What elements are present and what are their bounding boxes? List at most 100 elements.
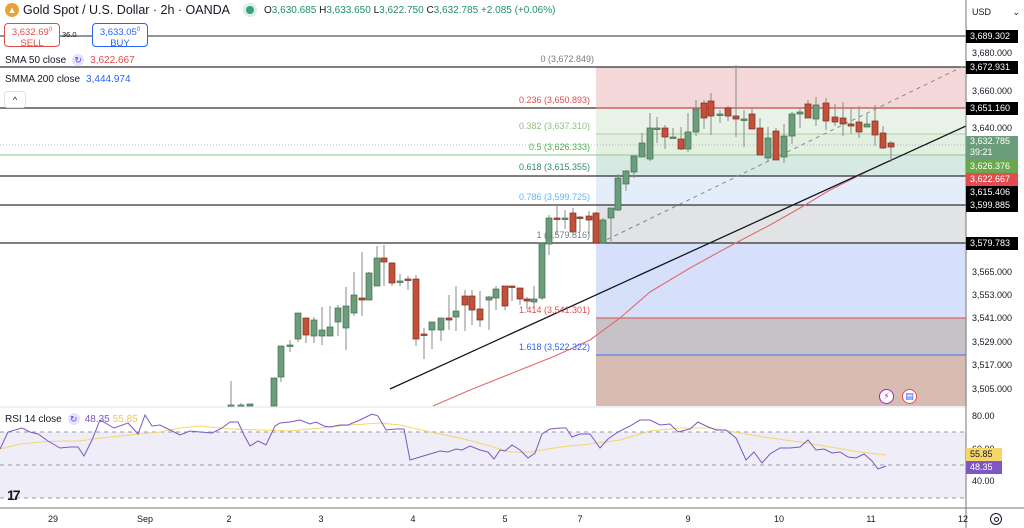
fib-zone [596,318,966,355]
candle-body [516,287,524,300]
rsi-value-tag: 55.85 [966,448,1002,461]
candle-body [839,117,847,125]
price-tick: 3,640.000 [972,123,1013,133]
candle-body [724,107,732,117]
candle-body [452,310,460,318]
time-tick: 3 [318,514,324,524]
candle-body [445,317,453,321]
candle-body [692,108,700,133]
candle-body [310,319,318,337]
fib-label-1-618: 1.618 (3,522.322) [518,342,590,352]
candle-body [879,132,887,149]
settings-gear-icon[interactable] [990,513,1002,525]
price-tick: 3,660.000 [972,86,1013,96]
candle-body [863,123,871,128]
candle-body [246,403,254,407]
fib-zone [596,67,966,108]
currency-select[interactable]: USD ⌄ [970,4,1020,20]
price-tag: 3,632.785 39:21 [966,136,1018,160]
candle-body [358,297,366,301]
time-tick: 11 [866,514,876,524]
fib-label-1: 1 (3,579.816) [536,230,590,240]
candle-body [277,345,285,378]
indicator-smma200[interactable]: SMMA 200 close 3,444.974 [5,74,131,85]
us-flag-icon[interactable]: ▤ [902,389,917,404]
candle-body [592,212,600,244]
price-tag: 3,651.160 [966,102,1018,115]
candle-body [294,312,302,340]
fib-label-0-236: 0.236 (3,650.893) [518,95,590,105]
candle-body [599,219,607,244]
sell-button[interactable]: 3,632.690 SELL [4,23,60,49]
candle-body [740,118,748,121]
rsi-label: RSI 14 close [5,413,62,425]
trendline [389,125,967,390]
candle-body [227,404,235,407]
candle-body [684,131,692,150]
time-tick: 10 [773,514,785,524]
fib-label-0: 0 (3,672.849) [540,54,594,64]
candle-body [576,216,584,219]
candle-body [538,242,546,299]
price-tick: 3,680.000 [972,48,1013,58]
candle-body [365,272,373,301]
candle-body [716,113,724,116]
rsi-legend[interactable]: RSI 14 close ↻ 48.35 55.85 [5,413,138,425]
candle-body [788,113,796,137]
symbol-title[interactable]: Gold Spot / U.S. Dollar · 2h · OANDA [23,3,231,17]
fib-zone [596,176,966,205]
candle-body [476,308,484,321]
candle-body [492,288,500,299]
price-tag: 3,615.406 [966,186,1018,199]
price-tick: 3,505.000 [972,384,1013,394]
candle-body [622,170,630,185]
candle-body [350,294,358,314]
market-status-icon [246,6,255,14]
candle-body [638,142,646,158]
collapse-indicators-button[interactable]: ^ [4,91,26,108]
candle-body [677,138,685,150]
time-tick: 9 [685,514,691,524]
candle-body [707,100,715,117]
lightning-icon[interactable]: ⚡ [879,389,894,404]
rsi-value: 48.35 [84,413,110,425]
time-tick: 4 [410,514,416,524]
time-tick: Sep [136,514,154,524]
fib-zone [596,155,966,176]
candle-body [780,135,788,158]
loading-icon: ↻ [67,413,80,425]
time-tick: 2 [226,514,232,524]
fib-label-1-414: 1.414 (3,541.301) [518,305,590,315]
candle-body [756,127,764,156]
candle-body [342,305,350,329]
rsi-tick: 80.00 [972,411,995,421]
candle-body [871,120,879,136]
price-tag: 3,622.667 [966,173,1018,186]
candle-body [831,116,839,123]
candle-body [523,298,531,302]
buy-button[interactable]: 3,633.050 BUY [92,23,148,49]
price-tick: 3,553.000 [972,290,1013,300]
indicator-sma50[interactable]: SMA 50 close ↻ 3,622.667 [5,54,135,66]
candle-body [326,326,334,337]
candle-body [614,177,622,211]
candle-body [847,123,855,127]
candle-body [887,142,895,148]
candle-body [855,121,863,133]
candle-body [302,317,310,336]
candle-body [396,280,404,283]
time-tick: 7 [577,514,583,524]
price-tick: 3,529.000 [972,337,1013,347]
time-tick: 29 [47,514,59,524]
candle-body [748,113,756,130]
candle-body [653,127,661,130]
price-tag: 3,689.302 [966,30,1018,43]
candle-body [461,295,469,306]
tradingview-logo-icon[interactable]: 17 [7,487,21,503]
spread-value: 36.0 [62,30,77,39]
price-tag: 3,626.376 [966,160,1018,173]
candle-body [545,217,553,245]
candle-body [553,217,561,220]
candle-body [501,285,509,307]
